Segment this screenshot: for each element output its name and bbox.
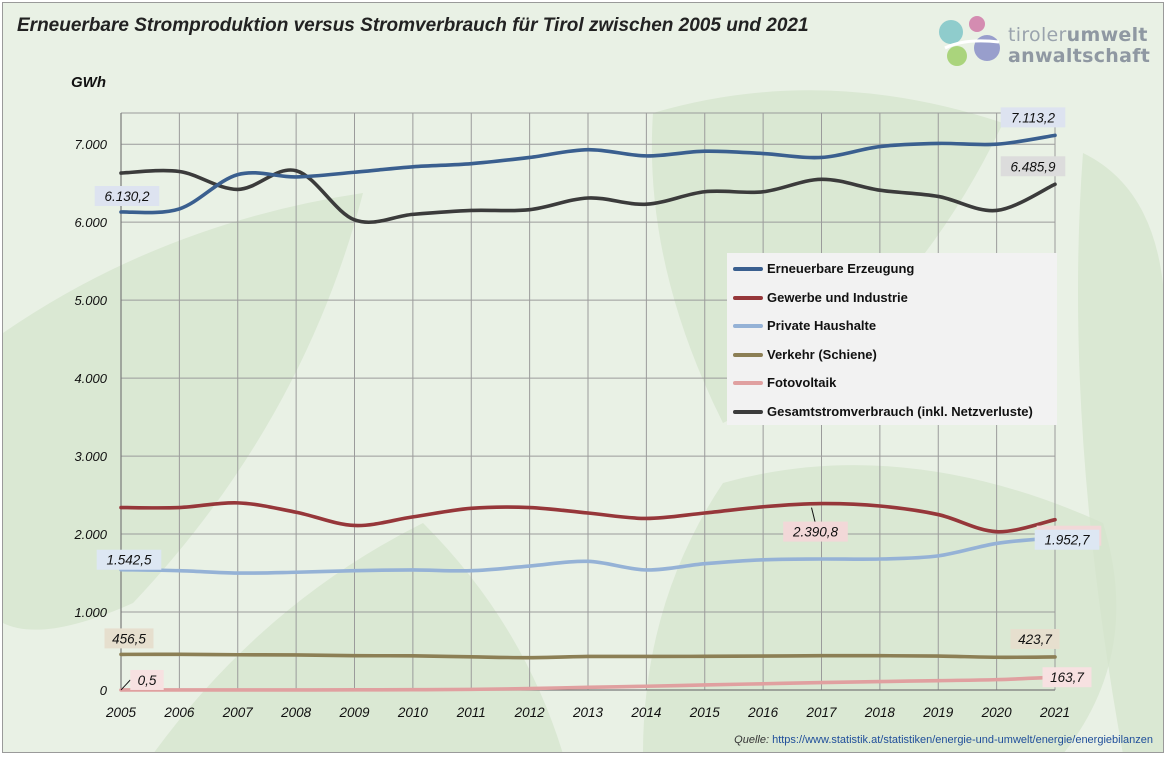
data-label: 423,7 — [1018, 632, 1052, 647]
y-tick-label: 0 — [100, 683, 108, 698]
data-label: 1.542,5 — [106, 553, 152, 568]
series-line-1 — [119, 501, 1057, 534]
legend-swatch — [733, 410, 763, 414]
x-tick-label: 2012 — [514, 705, 546, 720]
x-tick-label: 2013 — [572, 705, 604, 720]
data-label-box — [1000, 107, 1066, 128]
x-tick-label: 2010 — [397, 705, 429, 720]
legend-label: Private Haushalte — [767, 318, 877, 333]
data-label: 2.390,8 — [792, 525, 839, 540]
y-tick-label: 3.000 — [74, 449, 107, 464]
series-line-2 — [119, 535, 1057, 575]
logo: tirolerumwelt anwaltschaft — [1008, 25, 1150, 67]
data-label-box — [130, 669, 164, 690]
x-tick-label: 2008 — [280, 705, 312, 720]
series-line-5 — [119, 168, 1057, 225]
data-label: 6.130,2 — [104, 189, 150, 204]
x-tick-label: 2015 — [689, 705, 721, 720]
series-line-4 — [119, 675, 1057, 692]
y-tick-label: 5.000 — [74, 293, 107, 308]
source-link[interactable]: https://www.statistik.at/statistiken/ene… — [772, 734, 1153, 746]
data-label-box — [1010, 628, 1060, 649]
data-label-box — [104, 628, 154, 649]
x-tick-label: 2017 — [805, 705, 837, 720]
data-label-box — [783, 521, 848, 542]
y-tick-label: 4.000 — [74, 371, 107, 386]
legend-label: Erneuerbare Erzeugung — [767, 261, 915, 276]
data-label: 163,7 — [1050, 670, 1084, 685]
source-label: Quelle: — [734, 734, 770, 746]
data-labels: 6.130,27.113,26.485,92.390,82.184,11.542… — [94, 107, 1102, 691]
y-tick-label: 6.000 — [74, 215, 107, 230]
x-tick-label: 2021 — [1039, 705, 1070, 720]
x-tick-label: 2016 — [747, 705, 779, 720]
label-leader-line — [120, 679, 131, 691]
data-label-box — [94, 186, 160, 207]
legend-swatch — [733, 267, 763, 271]
x-tick-label: 2009 — [338, 705, 370, 720]
label-leader-line — [811, 507, 816, 524]
series-line-3 — [119, 652, 1057, 660]
y-tick-label: 2.000 — [73, 527, 107, 542]
watermark-shape — [154, 523, 563, 752]
y-tick-label: 1.000 — [74, 605, 107, 620]
data-label: 0,5 — [138, 673, 157, 688]
legend-swatch — [733, 296, 763, 300]
series-line-0 — [119, 133, 1057, 215]
source-note: Quelle: https://www.statistik.at/statist… — [734, 734, 1153, 746]
legend-label: Verkehr (Schiene) — [767, 347, 877, 362]
legend-swatch — [733, 381, 763, 385]
logo-text-line2: anwaltschaft — [1008, 45, 1151, 67]
x-tick-label: 2020 — [981, 705, 1013, 720]
data-label: 1.952,7 — [1044, 533, 1090, 548]
data-label: 6.485,9 — [1010, 159, 1056, 174]
series-lines — [119, 133, 1057, 692]
logo-mark — [939, 16, 1000, 66]
y-tick-label: 7.000 — [74, 137, 107, 152]
x-tick-label: 2014 — [630, 705, 661, 720]
x-tick-label: 2005 — [105, 705, 137, 720]
watermark-shape — [3, 193, 363, 630]
y-axis-unit: GWh — [71, 74, 106, 91]
axes: 0 1.000 2.000 3.000 4.000 5.000 6.000 7.000 2005… — [73, 113, 1070, 720]
x-tick-label: 2011 — [456, 705, 486, 720]
logo-text-light: tiroler — [1008, 24, 1067, 46]
x-tick-label: 2007 — [222, 705, 254, 720]
watermark-shape — [1078, 153, 1163, 752]
logo-text-bold: umwelt — [1066, 24, 1148, 46]
x-tick-label: 2018 — [864, 705, 896, 720]
legend-label: Fotovoltaik — [767, 375, 837, 390]
chart-title: Erneuerbare Stromproduktion versus Strom… — [17, 15, 809, 36]
legend-label: Gewerbe und Industrie — [767, 290, 908, 305]
x-tick-label: 2019 — [922, 705, 954, 720]
data-label: 7.113,2 — [1011, 110, 1056, 125]
legend-swatch — [733, 324, 763, 328]
data-label-box — [1034, 529, 1100, 550]
legend-label: Gesamtstromverbrauch (inkl. Netzverluste… — [767, 404, 1033, 419]
x-tick-label: 2006 — [163, 705, 195, 720]
data-label-box — [96, 549, 162, 570]
legend-swatch — [733, 353, 763, 357]
data-label-box — [1042, 667, 1092, 688]
chart-legend: Erneuerbare Erzeugung Gewerbe und Indust… — [727, 253, 1057, 425]
data-label-box — [1000, 156, 1066, 177]
data-label: 456,5 — [112, 631, 146, 646]
